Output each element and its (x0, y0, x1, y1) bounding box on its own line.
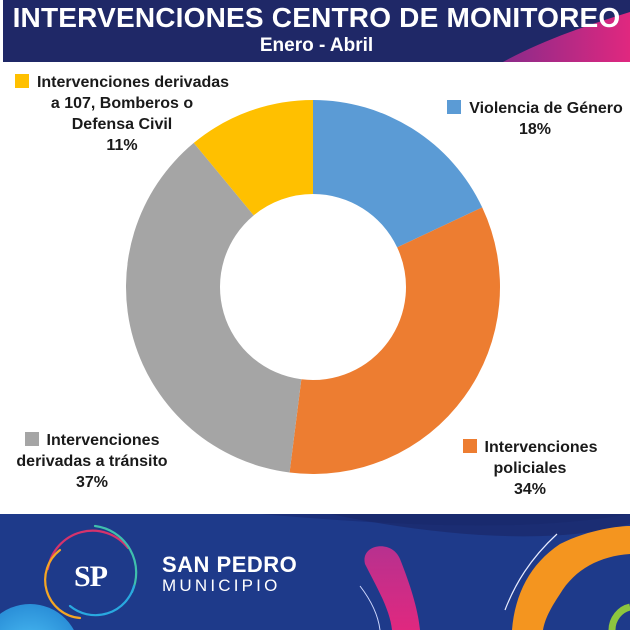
legend-percent: 11% (106, 137, 138, 154)
legend-label-text: Intervenciones (484, 439, 598, 456)
header-decoration (503, 12, 630, 62)
page-title: INTERVENCIONES CENTRO DE MONITOREO (12, 2, 621, 33)
legend-label-text: a 107, Bomberos o (50, 95, 194, 112)
brand-subtitle: MUNICIPIO (162, 576, 281, 595)
legend-swatch-policiales (462, 439, 477, 453)
donut-slice-2 (126, 142, 302, 473)
footer-banner: SP SAN PEDRO MUNICIPIO (0, 514, 630, 630)
logo-initials: SP (74, 560, 108, 593)
donut-slice-3 (193, 100, 313, 216)
legend-bomberos: Intervenciones derivadas a 107, Bomberos… (2, 72, 242, 156)
page-subtitle: Enero - Abril (259, 35, 374, 56)
legend-transito: Intervenciones derivadas a tránsito 37% (2, 430, 182, 493)
donut-chart (126, 100, 500, 474)
logo-rings (44, 524, 138, 620)
decor-blue-blob (0, 604, 74, 630)
footer-decoration (0, 514, 630, 630)
decor-green-stroke (608, 603, 630, 630)
legend-policiales: Intervenciones policiales 34% (440, 437, 620, 500)
legend-violencia: Violencia de Género 18% (445, 98, 625, 140)
donut-slice-1 (289, 207, 500, 474)
header-banner: INTERVENCIONES CENTRO DE MONITOREO Enero… (3, 0, 630, 62)
legend-label-text: Violencia de Género (469, 100, 623, 117)
legend-percent: 34% (513, 481, 547, 498)
legend-percent: 18% (518, 121, 552, 138)
brand-name: SAN PEDRO (162, 552, 298, 577)
legend-swatch-transito (24, 432, 39, 446)
legend-percent: 37% (75, 474, 109, 491)
decor-pink-stroke (364, 546, 420, 630)
legend-label-text: Defensa Civil (71, 116, 173, 133)
legend-label-text: derivadas a tránsito (16, 453, 168, 470)
donut-slice-0 (313, 100, 483, 248)
legend-label-text: Intervenciones derivadas (36, 74, 230, 91)
legend-label-text: Intervenciones (46, 432, 160, 449)
legend-swatch-bomberos (14, 74, 29, 88)
decor-orange-stroke (512, 526, 630, 630)
legend-swatch-violencia (447, 100, 462, 114)
legend-label-text: policiales (493, 460, 567, 477)
